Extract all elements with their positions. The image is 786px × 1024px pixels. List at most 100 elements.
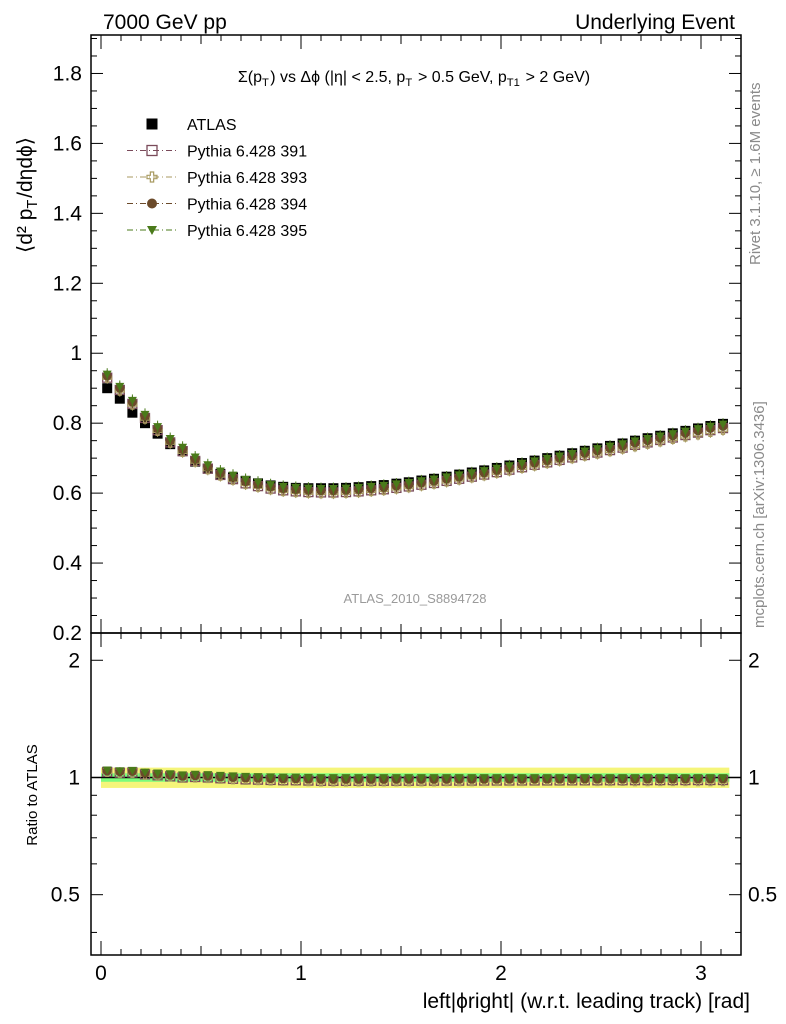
point-pythia-6-428-395 [266,481,276,490]
point-pythia-6-428-395 [454,471,464,480]
ratio-point-pythia-6-428-395 [253,773,263,782]
main-data-points [102,368,729,500]
ratio-point-pythia-6-428-395 [605,774,615,783]
ratio-point-pythia-6-428-395 [693,774,703,783]
point-pythia-6-428-395 [479,467,489,476]
ratio-point-pythia-6-428-395 [215,771,225,780]
point-pythia-6-428-395 [328,484,338,494]
x-tick-label: 2 [495,962,507,985]
plot-title: Σ(pT ) vs Δϕ (|η| < 2.5, pT > 0.5 GeV, p… [238,69,590,89]
ratio-point-pythia-6-428-395 [479,774,489,783]
point-pythia-6-428-395 [127,396,137,405]
y-tick-label: 1.4 [53,202,83,225]
point-pythia-6-428-395 [291,483,301,493]
point-pythia-6-428-395 [404,479,414,488]
point-pythia-6-428-395 [178,443,188,452]
y-tick-label: 0.6 [53,482,82,505]
ratio-point-pythia-6-428-395 [316,774,326,783]
header-right: Underlying Event [575,11,735,34]
x-axis-label: left|ϕright| (w.r.t. leading track) [rad… [423,990,750,1013]
point-pythia-6-428-395 [140,410,150,419]
ratio-point-pythia-6-428-395 [530,774,540,783]
y-tick-label: 0.4 [53,552,83,575]
ratio-point-pythia-6-428-395 [454,774,464,783]
ratio-point-pythia-6-428-395 [165,770,175,779]
ratio-point-pythia-6-428-395 [555,774,565,783]
y-tick-label: 1.6 [53,132,82,155]
ratio-y-axis-label: Ratio to ATLAS [24,744,41,845]
point-pythia-6-428-395 [655,432,665,441]
legend-marker [147,226,157,235]
ratio-point-pythia-6-428-395 [630,774,640,783]
point-pythia-6-428-395 [391,480,401,489]
point-pythia-6-428-395 [530,457,540,466]
ratio-point-pythia-6-428-395 [429,774,439,783]
legend-marker [146,144,158,157]
x-tick-label: 3 [695,962,707,985]
point-pythia-6-428-395 [580,447,590,456]
point-pythia-6-428-395 [718,420,728,429]
axis-ticks: 0.2 0.4 0.6 0.8 1 1.2 1.4 1.6 1.8 0 1 2 3 0.5 0.5 1 1 2 2 [51,35,777,985]
ratio-point-pythia-6-428-395 [643,774,653,783]
ratio-point-pythia-6-428-395 [442,774,452,783]
main-y-axis-label: ⟨d² pT /dηdϕ⟩ [14,137,41,253]
ratio-point-pythia-6-428-395 [278,773,288,782]
ratio-point-pythia-6-428-395 [303,773,313,782]
point-pythia-6-428-395 [303,484,313,493]
point-pythia-6-428-395 [442,473,452,482]
ratio-point-pythia-6-428-395 [127,766,137,775]
point-pythia-6-428-395 [605,442,615,451]
analysis-watermark: ATLAS_2010_S8894728 [344,591,487,606]
legend-label: Pythia 6.428 394 [187,197,307,214]
point-pythia-6-428-395 [668,430,678,439]
ratio-point-pythia-6-428-395 [366,774,376,783]
ratio-y-tick-label-left: 1 [68,766,80,789]
point-pythia-6-428-395 [366,482,376,491]
point-atlas [127,407,138,418]
point-pythia-6-428-395 [680,427,690,436]
point-pythia-6-428-395 [165,434,175,444]
legend-label: Pythia 6.428 395 [187,223,307,240]
ratio-y-tick-label-left: 2 [68,649,80,672]
ratio-point-pythia-6-428-395 [291,773,301,782]
point-pythia-6-428-395 [416,477,426,486]
ratio-point-pythia-6-428-395 [266,773,276,782]
ratio-point-pythia-6-428-395 [341,774,351,783]
point-atlas [114,393,125,404]
ratio-point-pythia-6-428-395 [504,774,514,783]
x-tick-label: 1 [295,962,307,985]
ratio-point-pythia-6-428-395 [153,769,163,778]
ratio-point-pythia-6-428-395 [379,774,389,783]
point-pythia-6-428-395 [555,452,565,461]
point-pythia-6-428-395 [278,482,288,491]
ratio-point-pythia-6-428-395 [592,774,602,783]
ratio-point-pythia-6-428-395 [102,766,112,775]
ratio-point-pythia-6-428-395 [115,767,125,776]
point-pythia-6-428-395 [693,425,703,434]
point-pythia-6-428-395 [504,462,514,471]
mcplots-label: mcplots.cern.ch [arXiv:1306.3436] [751,401,768,628]
point-pythia-6-428-395 [592,445,602,454]
point-pythia-6-428-395 [618,440,628,449]
point-pythia-6-428-395 [567,450,577,459]
legend-label: ATLAS [187,117,237,134]
y-tick-label: 0.2 [53,622,82,645]
ratio-panel-frame [90,632,742,956]
ratio-point-pythia-6-428-395 [680,774,690,783]
point-pythia-6-428-395 [542,454,552,463]
point-pythia-6-428-395 [517,459,527,468]
ratio-y-tick-label-right: 1 [748,766,760,789]
ratio-point-pythia-6-428-395 [404,774,414,783]
ratio-point-pythia-6-428-395 [354,774,364,783]
point-atlas [102,383,113,394]
legend-label: Pythia 6.428 391 [187,144,307,161]
point-pythia-6-428-395 [467,469,477,478]
point-pythia-6-428-395 [341,484,351,493]
point-pythia-6-428-395 [153,423,163,432]
ratio-point-pythia-6-428-395 [190,770,200,779]
y-tick-label: 1.2 [53,272,82,295]
ratio-point-pythia-6-428-395 [416,774,426,783]
point-pythia-6-428-395 [429,475,439,484]
ratio-point-pythia-6-428-395 [328,774,338,783]
